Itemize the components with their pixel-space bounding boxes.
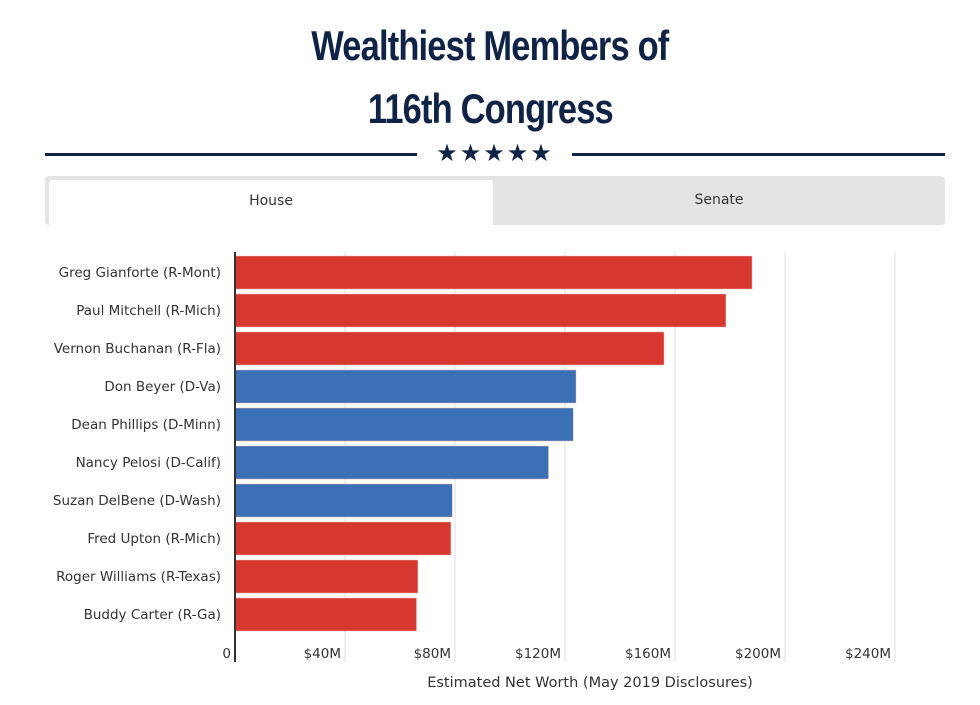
bar xyxy=(234,293,727,328)
y-tick-label: Dean Phillips (D-Minn) xyxy=(71,417,221,433)
y-tick-label: Buddy Carter (R-Ga) xyxy=(84,607,221,623)
bar xyxy=(234,559,419,594)
y-tick-label: Vernon Buchanan (R-Fla) xyxy=(54,341,221,357)
chart-title-line1: Wealthiest Members of xyxy=(311,22,669,69)
bar xyxy=(234,521,452,556)
bar xyxy=(234,255,753,290)
y-tick-label: Don Beyer (D-Va) xyxy=(104,379,221,395)
x-axis-label: Estimated Net Worth (May 2019 Disclosure… xyxy=(427,675,753,691)
bar xyxy=(234,445,549,480)
divider-left xyxy=(45,153,417,156)
y-tick-label: Paul Mitchell (R-Mich) xyxy=(76,303,221,319)
tab-house[interactable]: House xyxy=(49,180,493,225)
x-tick-label: $40M xyxy=(304,646,341,662)
bar xyxy=(234,369,577,404)
x-tick-label: $200M xyxy=(735,646,781,662)
x-tick-label: 0 xyxy=(222,646,231,662)
y-tick-label: Fred Upton (R-Mich) xyxy=(87,531,221,547)
y-tick-label: Suzan DelBene (D-Wash) xyxy=(53,493,221,509)
bar xyxy=(234,597,417,632)
y-tick-label: Roger Williams (R-Texas) xyxy=(56,569,221,585)
x-tick-label: $80M xyxy=(414,646,451,662)
tab-bar: House Senate xyxy=(45,176,945,225)
x-tick-label: $120M xyxy=(515,646,561,662)
y-tick-label: Nancy Pelosi (D-Calif) xyxy=(76,455,221,471)
bar xyxy=(234,331,665,366)
chart-title-line2: 116th Congress xyxy=(367,85,613,132)
bar xyxy=(234,407,574,442)
stars-icon: ★★★★★ xyxy=(436,139,554,167)
divider-right xyxy=(572,153,945,156)
x-tick-label: $160M xyxy=(625,646,671,662)
x-tick-label: $240M xyxy=(845,646,891,662)
tab-senate[interactable]: Senate xyxy=(694,192,744,208)
bar xyxy=(234,483,453,518)
y-tick-label: Greg Gianforte (R-Mont) xyxy=(59,265,221,281)
